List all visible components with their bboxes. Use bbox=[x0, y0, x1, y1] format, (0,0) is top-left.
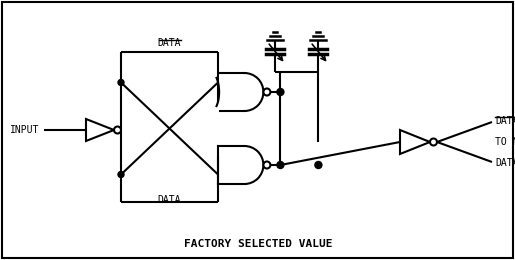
Circle shape bbox=[114, 127, 121, 133]
Text: DATA: DATA bbox=[158, 195, 181, 205]
Text: DATA: DATA bbox=[158, 38, 181, 48]
Circle shape bbox=[118, 172, 124, 178]
Text: DATA: DATA bbox=[495, 116, 515, 126]
Circle shape bbox=[430, 139, 437, 146]
Circle shape bbox=[118, 80, 124, 86]
Circle shape bbox=[277, 88, 284, 95]
Text: INPUT: INPUT bbox=[10, 125, 39, 135]
Text: TO NEXT STAGE: TO NEXT STAGE bbox=[495, 137, 515, 147]
Circle shape bbox=[315, 161, 322, 168]
Circle shape bbox=[277, 161, 284, 168]
Circle shape bbox=[263, 88, 270, 95]
Circle shape bbox=[263, 161, 270, 168]
Text: FACTORY SELECTED VALUE: FACTORY SELECTED VALUE bbox=[184, 239, 332, 249]
Text: DATA: DATA bbox=[495, 158, 515, 168]
